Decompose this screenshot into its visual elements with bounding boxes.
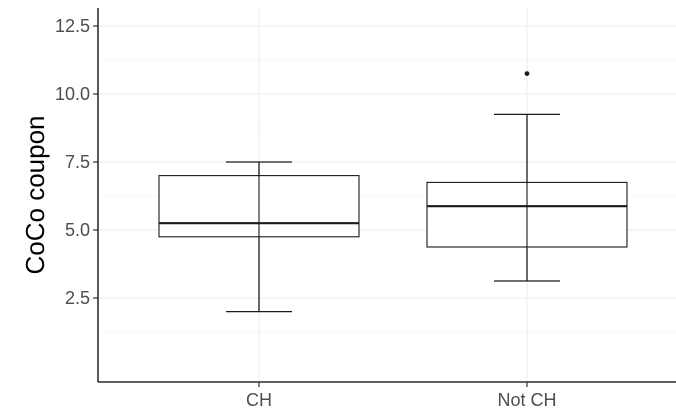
box-series (158, 71, 628, 313)
x-axis-ticks: CH Not CH (246, 382, 557, 410)
y-axis-title: CoCo coupon (20, 116, 50, 275)
y-tick-label: 12.5 (55, 16, 90, 36)
y-axis-ticks: 2.5 5.0 7.5 10.0 12.5 (55, 16, 98, 308)
y-tick-label: 7.5 (65, 152, 90, 172)
box-1 (158, 161, 360, 313)
outlier-point (524, 71, 530, 76)
y-tick-label: 2.5 (65, 288, 90, 308)
y-tick-label: 5.0 (65, 220, 90, 240)
x-tick-label: Not CH (497, 390, 556, 410)
y-tick-label: 10.0 (55, 84, 90, 104)
x-tick-label: CH (246, 390, 272, 410)
box-2 (426, 71, 628, 282)
